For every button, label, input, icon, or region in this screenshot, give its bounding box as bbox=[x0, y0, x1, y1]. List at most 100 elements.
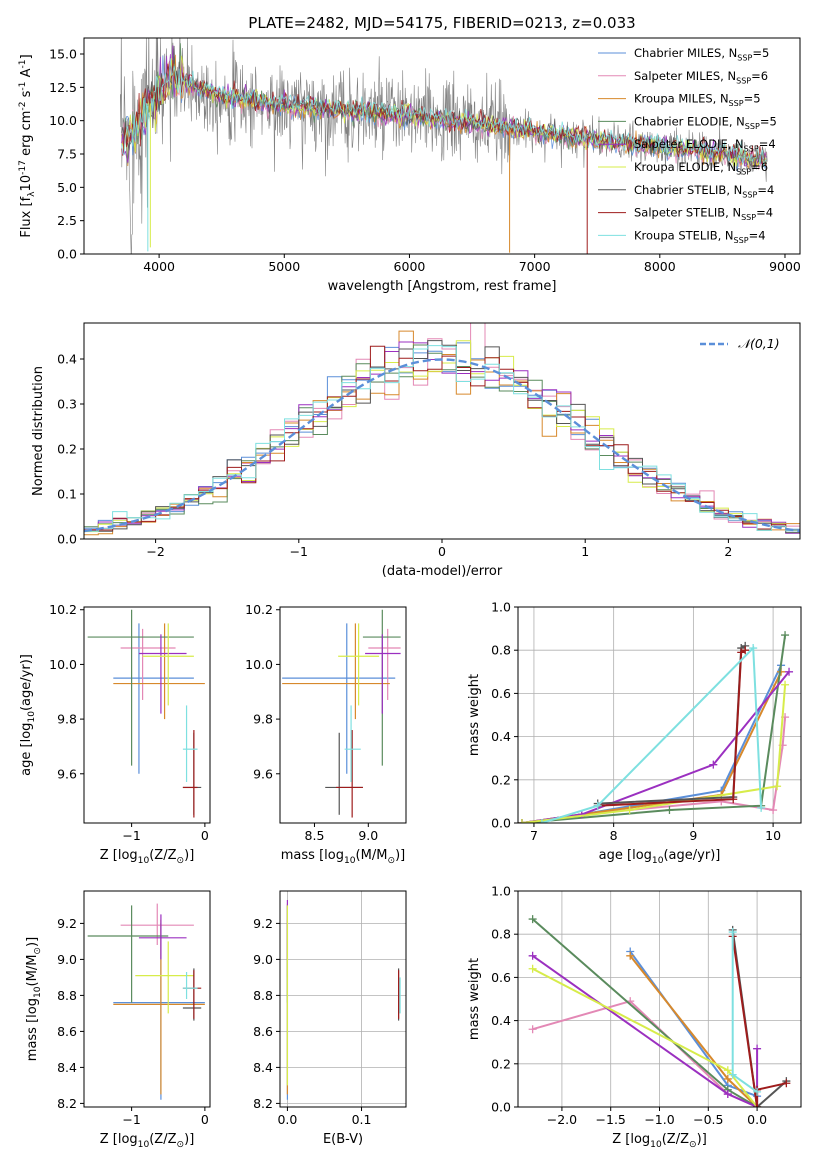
y-tick-label: 0.1 bbox=[57, 487, 77, 502]
text-run: age [log bbox=[19, 723, 34, 776]
superscript: -17 bbox=[18, 160, 28, 175]
weight-marker bbox=[626, 951, 635, 960]
weight-marker bbox=[753, 1087, 762, 1096]
text-run: Z [log bbox=[100, 1132, 138, 1147]
x-tick-label: 7000 bbox=[519, 259, 551, 274]
normal-curve bbox=[84, 358, 800, 533]
y-axis-label: age [log10​(age/yr)] bbox=[19, 654, 37, 776]
text-run: mass weight bbox=[467, 674, 482, 756]
plot-area bbox=[84, 323, 800, 539]
text-run: (Z/Z bbox=[149, 1132, 176, 1147]
y-tick-label: 10.2 bbox=[245, 602, 273, 617]
legend-label: Kroupa STELIB, NSSP​=4 bbox=[634, 228, 766, 244]
y-tick-label: 12.5 bbox=[49, 80, 77, 95]
plot-area bbox=[286, 900, 401, 1100]
axes-frame: 8.5 9.0 9.6 9.8 10.0 10.2 mass [log10​(M/M⊙​)] bbox=[245, 602, 407, 866]
text-run: (age/yr)] bbox=[19, 654, 34, 711]
subscript: SSP bbox=[736, 167, 751, 176]
x-axis-label: Z [log10​(Z/Z⊙​)] bbox=[612, 1132, 707, 1150]
legend-label: Chabrier STELIB, NSSP​=4 bbox=[634, 183, 774, 199]
plot-area bbox=[528, 915, 791, 1107]
text-run: Normed distribution bbox=[31, 366, 46, 496]
subscript: ⊙ bbox=[689, 1140, 697, 1150]
weight-marker bbox=[785, 667, 794, 676]
legend-label: Salpeter ELODIE, NSSP​=4 bbox=[634, 137, 776, 153]
x-axis-label: Z [log10​(Z/Z⊙​)] bbox=[100, 1132, 195, 1150]
y-tick-label: 0.4 bbox=[491, 729, 511, 744]
text-run: =6 bbox=[751, 69, 768, 83]
subscript: SSP bbox=[729, 99, 744, 108]
x-tick-label: 8.5 bbox=[305, 828, 325, 843]
age-vs-mass-panel: 8.5 9.0 9.6 9.8 10.0 10.2 mass [log10​(M/M⊙​)] bbox=[245, 602, 407, 866]
axes-frame: −1 0 8.2 8.4 8.6 8.8 9.0 9.2 Z [log10​(Z/Z⊙​)] ma… bbox=[25, 890, 211, 1150]
model-spectrum bbox=[121, 58, 767, 167]
weight-marker bbox=[665, 806, 674, 815]
subscript: SSP bbox=[742, 190, 757, 199]
text-run: )] bbox=[184, 848, 194, 863]
weight-marker bbox=[528, 964, 537, 973]
weight-marker bbox=[625, 806, 634, 815]
y-tick-label: 9.2 bbox=[253, 916, 273, 931]
subscript: SSP bbox=[736, 76, 751, 85]
legend-label: Kroupa MILES, NSSP​=5 bbox=[634, 92, 761, 108]
grid-lines bbox=[518, 606, 801, 824]
text-run: age [log bbox=[599, 848, 652, 863]
weight-marker bbox=[753, 1103, 762, 1107]
grid-lines bbox=[280, 891, 406, 1107]
weight-line bbox=[521, 634, 787, 823]
y-tick-label: 7.5 bbox=[57, 147, 77, 162]
text-run: Z [log bbox=[612, 1132, 650, 1147]
y-axis-label: mass [log10​(M/M⊙​)] bbox=[25, 937, 43, 1061]
y-tick-label: 8.6 bbox=[253, 1024, 273, 1039]
axes-frame: 0.0 0.1 8.2 8.4 8.6 8.8 9.0 9.2 E(B-V) bbox=[253, 890, 407, 1147]
residual-histogram bbox=[84, 345, 800, 533]
text-run: Z [log bbox=[100, 848, 138, 863]
x-axis-label: Z [log10​(Z/Z⊙​)] bbox=[100, 848, 195, 866]
text-run: Flux [f bbox=[19, 196, 34, 237]
x-axis-label: E(B-V) bbox=[323, 1132, 363, 1147]
x-tick-label: 8 bbox=[610, 828, 618, 843]
weight-vs-metallicity-panel: −2.0 −1.5 −1.0 −0.5 0.0 0.0 0.2 0.4 0.6 0.8 1.0 Z [… bbox=[467, 884, 802, 1150]
text-run: =4 bbox=[757, 183, 774, 197]
legend: Chabrier MILES, NSSP​=5 Salpeter MILES, N… bbox=[598, 46, 777, 245]
weight-marker bbox=[757, 803, 766, 812]
x-tick-label: 5000 bbox=[268, 259, 300, 274]
x-axis-label: age [log10​(age/yr)] bbox=[599, 848, 721, 866]
text-run: (M/M bbox=[356, 848, 388, 863]
y-axis-label: Normed distribution bbox=[31, 366, 46, 496]
text-run: A bbox=[19, 68, 34, 81]
subscript: SSP bbox=[737, 53, 752, 62]
x-tick-label: 7 bbox=[530, 828, 538, 843]
plot-area bbox=[518, 631, 794, 823]
x-tick-label: −2 bbox=[146, 544, 164, 559]
x-tick-label: 9000 bbox=[769, 259, 801, 274]
weight-marker bbox=[753, 1044, 762, 1053]
x-axis-label: mass [log10​(M/M⊙​)] bbox=[281, 848, 405, 866]
x-tick-label: 0.1 bbox=[352, 1112, 372, 1127]
text-run: s bbox=[19, 90, 34, 101]
text-run: =5 bbox=[752, 46, 769, 60]
subscript: SSP bbox=[734, 236, 749, 245]
y-tick-label: 0.2 bbox=[57, 442, 77, 457]
weight-marker bbox=[518, 819, 526, 823]
y-tick-label: 0.0 bbox=[491, 1100, 511, 1115]
text-run: Salpeter ELODIE, N bbox=[634, 137, 744, 151]
x-tick-label: 0.0 bbox=[277, 1112, 297, 1127]
legend-label: Chabrier MILES, NSSP​=5 bbox=[634, 46, 769, 62]
plot-area bbox=[282, 609, 401, 818]
superscript: -1 bbox=[18, 82, 28, 91]
weight-marker bbox=[728, 1070, 737, 1079]
text-run: Salpeter MILES, N bbox=[634, 69, 736, 83]
residual-histogram-panel: −2 −1 0 1 2 0.0 0.1 0.2 0.3 0.4 (data-model)/error… bbox=[31, 322, 801, 579]
text-run: (data-model)/error bbox=[382, 564, 503, 579]
text-run: =4 bbox=[749, 228, 766, 242]
subscript: SSP bbox=[744, 145, 759, 154]
y-tick-label: 9.6 bbox=[57, 766, 77, 781]
text-run: mass [log bbox=[25, 998, 40, 1061]
y-tick-label: 1.0 bbox=[491, 600, 511, 615]
x-tick-label: 1 bbox=[581, 544, 589, 559]
x-tick-label: 6000 bbox=[394, 259, 426, 274]
text-run: 𝒩(0,1) bbox=[738, 336, 780, 351]
subscript: SSP bbox=[741, 213, 756, 222]
x-axis-label: wavelength [Angstrom, rest frame] bbox=[328, 279, 557, 294]
